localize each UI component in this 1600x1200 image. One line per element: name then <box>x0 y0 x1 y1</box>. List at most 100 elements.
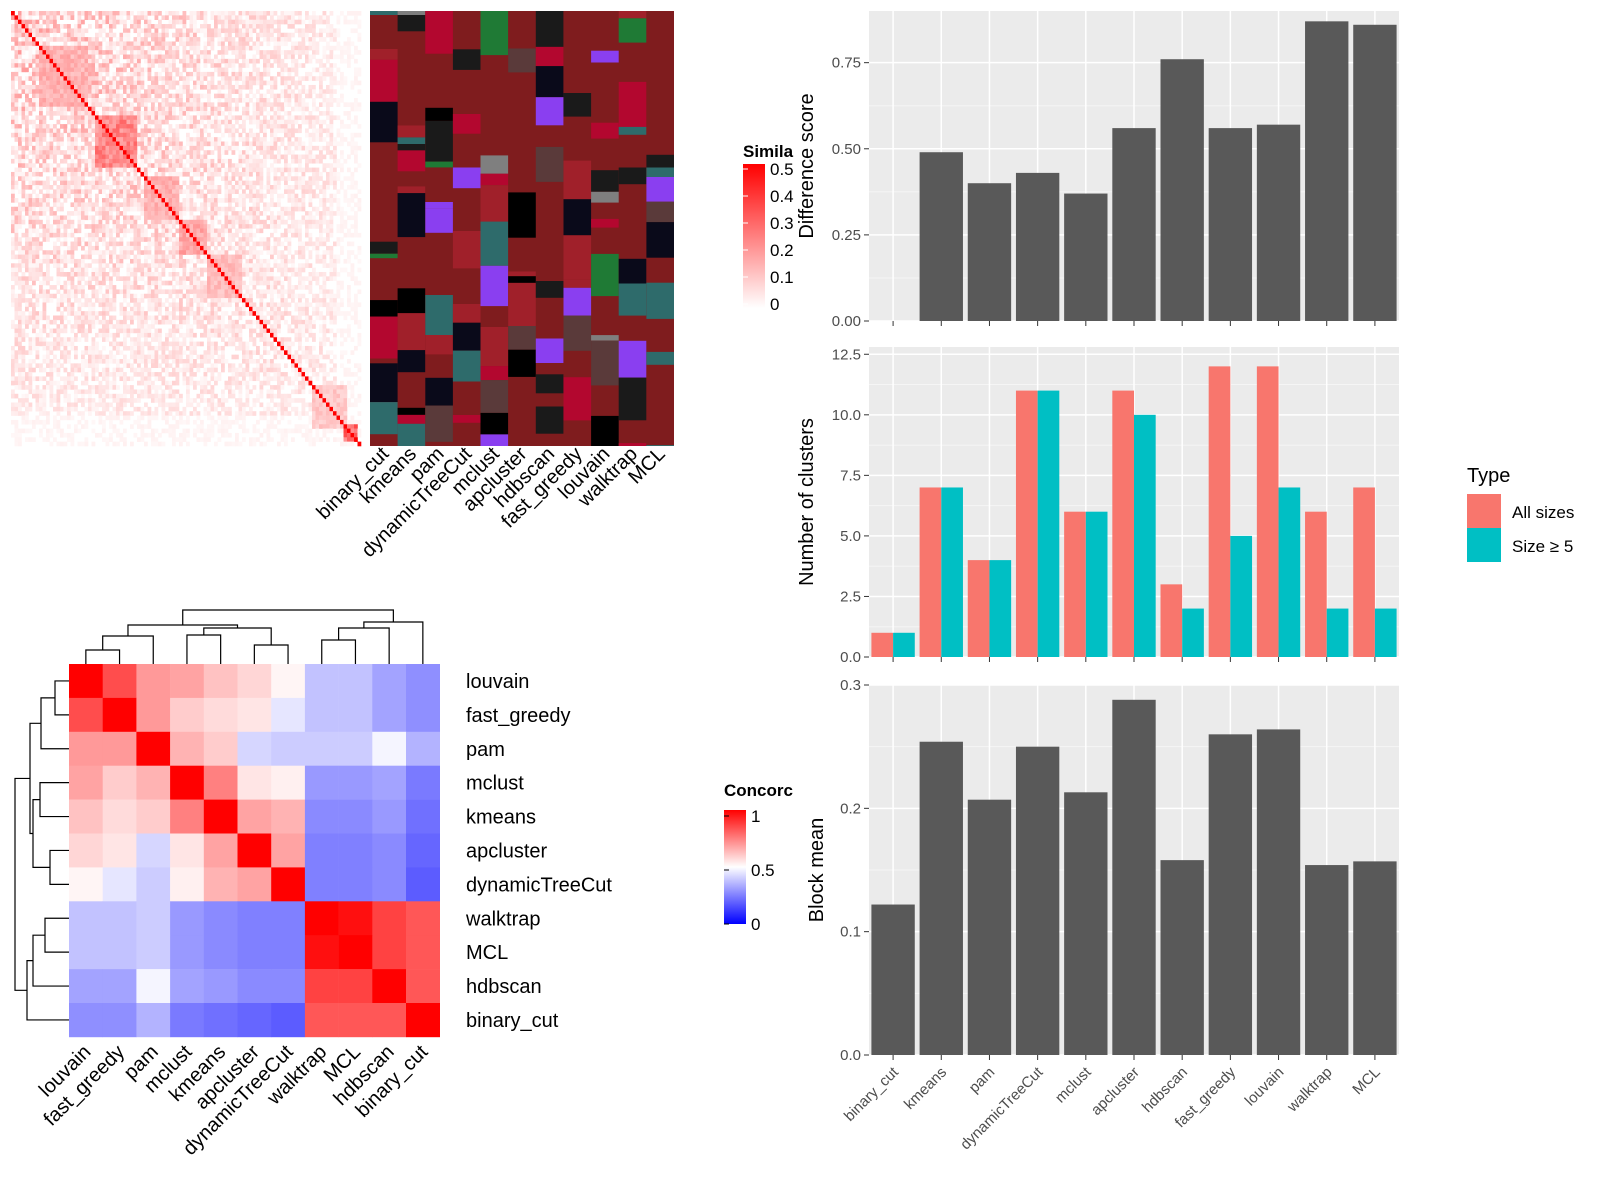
concordance-cell <box>338 1003 373 1038</box>
concordance-cell <box>237 1003 272 1038</box>
concordance-cell <box>338 935 373 970</box>
concordance-cell <box>102 833 137 868</box>
type-legend-title: Type <box>1467 465 1510 487</box>
dendrogram-branch <box>14 777 30 991</box>
dendrogram-branch <box>338 627 390 664</box>
concordance-cell <box>271 799 306 834</box>
similarity-legend-title: Simila <box>743 142 794 161</box>
concordance-cell <box>271 901 306 936</box>
concordance-cell <box>406 935 440 970</box>
concordance-cell <box>203 969 238 1004</box>
concordance-cell <box>372 799 407 834</box>
concordance-cell <box>271 867 306 902</box>
bar-all-sizes <box>1015 390 1038 657</box>
concordance-cell <box>170 935 205 970</box>
concordance-cell <box>271 697 306 733</box>
y-tick-label: 0.50 <box>832 141 861 158</box>
y-tick-label: 0.25 <box>832 227 861 244</box>
concordance-row-label: dynamicTreeCut <box>466 874 612 896</box>
bar-size5 <box>1182 608 1204 657</box>
concordance-cell <box>203 697 238 733</box>
bar <box>1208 734 1253 1055</box>
concordance-cell <box>136 833 171 868</box>
concordance-cell <box>203 664 238 699</box>
bar-all-sizes <box>1160 584 1183 657</box>
bar <box>1160 59 1204 321</box>
concordance-cell <box>69 765 103 800</box>
bar <box>1305 865 1349 1055</box>
concordance-cell <box>304 799 339 834</box>
concordance-row-label: louvain <box>466 671 529 693</box>
bar-size5 <box>989 560 1012 657</box>
concordance-cell <box>338 969 373 1004</box>
concordance-cell <box>69 867 103 902</box>
y-tick-label: 0.2 <box>840 800 861 817</box>
concordance-cell <box>69 697 103 733</box>
concordance-row-label: fast_greedy <box>466 705 571 727</box>
bar-size5 <box>1278 487 1301 657</box>
concordance-cell <box>372 765 407 800</box>
concordance-cell <box>136 1003 171 1038</box>
concordance-cell <box>304 697 339 733</box>
concordance-cell <box>170 799 205 834</box>
concordance-cell <box>372 935 407 970</box>
concordance-row-label: hdbscan <box>466 976 542 998</box>
concordance-cell <box>406 664 440 699</box>
y-tick-label: 0.75 <box>832 55 861 72</box>
concordance-cell <box>170 901 205 936</box>
bar <box>871 904 915 1055</box>
bar <box>1064 193 1108 321</box>
concordance-cell <box>136 969 171 1004</box>
x-tick-label: apcluster <box>1088 1064 1143 1119</box>
concordance-cell <box>102 765 137 800</box>
similarity-legend-tick: 0.5 <box>770 160 794 179</box>
concordance-cell <box>271 969 306 1004</box>
concordance-cell <box>102 935 137 970</box>
x-tick-label: mclust <box>1052 1063 1095 1106</box>
concordance-cell <box>237 867 272 902</box>
y-tick-label: 0.1 <box>840 924 861 941</box>
dendrogram-branch <box>32 934 69 987</box>
concordance-cell <box>271 731 306 766</box>
bar-size5 <box>1230 535 1253 657</box>
similarity-legend-ticks: 0.5 0.4 0.3 0.2 0.1 0 <box>743 160 794 314</box>
concordance-cell <box>69 664 103 699</box>
concordance-cell <box>338 697 373 733</box>
concordance-row-label: binary_cut <box>466 1010 559 1032</box>
concordance-cell <box>406 969 440 1004</box>
dendrogram-branch <box>186 634 222 664</box>
concordance-cell <box>136 867 171 902</box>
block-mean-chart: 0.0 0.1 0.2 0.3 Block mean binary_cut kmeans pa… <box>806 677 1399 1153</box>
concordance-cell <box>203 1003 238 1038</box>
concordance-cell <box>203 901 238 936</box>
concordance-cell <box>304 1003 339 1038</box>
concordance-cell <box>136 935 171 970</box>
concordance-cell <box>237 731 272 766</box>
concordance-cell <box>304 935 339 970</box>
bar <box>1015 172 1060 321</box>
similarity-legend: Simila 0.5 0.4 0.3 0.2 0.1 0 <box>743 142 794 314</box>
concordance-cell <box>237 765 272 800</box>
bar <box>1305 21 1349 321</box>
concordance-cell <box>372 1003 407 1038</box>
concordance-cell <box>203 867 238 902</box>
concordance-cell <box>304 969 339 1004</box>
concordance-cell <box>406 765 440 800</box>
concordance-cell <box>102 969 137 1004</box>
concordance-cell <box>406 697 440 733</box>
bar <box>1112 128 1156 321</box>
concordance-cell <box>136 765 171 800</box>
concordance-legend-tick: 0 <box>751 915 760 934</box>
concordance-row-label: pam <box>466 739 505 761</box>
y-tick-label: 0.0 <box>840 649 861 666</box>
concordance-cell <box>136 901 171 936</box>
bar <box>1064 792 1108 1055</box>
concordance-cell <box>372 664 407 699</box>
bar-size5 <box>1374 608 1397 657</box>
bar <box>1208 128 1253 321</box>
x-tick-label: louvain <box>1242 1064 1288 1110</box>
concordance-legend-colorbar <box>724 810 746 924</box>
bar-size5 <box>1134 414 1156 657</box>
bar-size5 <box>893 632 915 657</box>
x-tick-label: MCL <box>1349 1064 1383 1098</box>
